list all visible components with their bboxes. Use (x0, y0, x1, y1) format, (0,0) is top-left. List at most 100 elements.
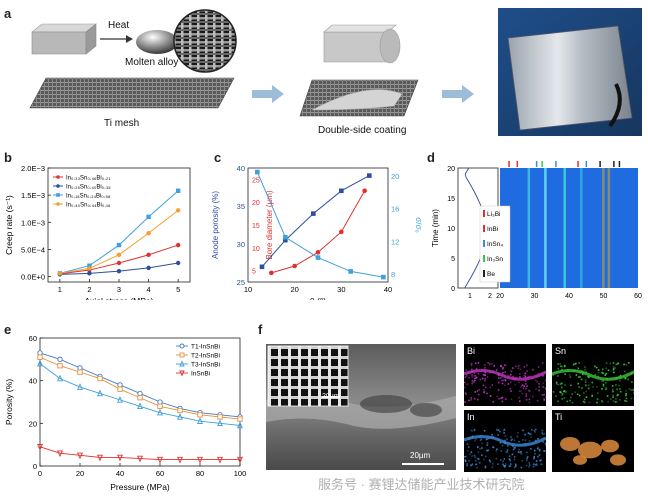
chart-d-legend-swatch (483, 225, 485, 232)
chart-b-xtick-label: 4 (146, 285, 150, 294)
eds-speckle (465, 455, 467, 458)
eds-speckle (561, 394, 563, 396)
eds-speckle (605, 367, 607, 370)
eds-speckle (536, 447, 539, 450)
eds-speckle (532, 463, 535, 465)
eds-speckle (504, 364, 506, 367)
eds-speckle (513, 439, 516, 442)
chart-e-point (237, 456, 243, 464)
eds-speckle (477, 373, 480, 375)
chart-b-point (146, 265, 151, 271)
eds-speckle (555, 381, 558, 384)
eds-speckle (476, 466, 478, 469)
eds-speckle (615, 401, 618, 403)
eds-speckle (510, 390, 512, 392)
eds-speckle (523, 366, 526, 368)
eds-speckle (477, 451, 480, 453)
eds-speckle (484, 465, 487, 467)
chart-b-point (87, 266, 92, 271)
chart-c-point (348, 269, 353, 274)
eds-speckle (517, 431, 519, 434)
eds-speckle (625, 390, 627, 392)
eds-speckle (625, 364, 628, 366)
eds-speckle (568, 374, 571, 376)
eds-speckle (484, 378, 487, 380)
chart-d-xtick-right: 60 (634, 293, 642, 300)
eds-speckle (504, 398, 507, 400)
eds-speckle (585, 390, 587, 393)
eds-speckle (473, 372, 476, 374)
eds-speckle (525, 398, 528, 401)
chart-b-xlabel: Axial stress (MPa) (85, 296, 154, 300)
panel-e-letter: e (4, 322, 12, 337)
eds-speckle (500, 397, 503, 399)
eds-speckle (545, 388, 546, 390)
heat-arrow (100, 35, 133, 43)
chart-e-point (157, 403, 163, 409)
eds-speckle (501, 444, 504, 447)
eds-label-in: In (467, 412, 475, 422)
eds-speckle (471, 379, 474, 382)
chart-c-point (259, 264, 265, 270)
ti-mesh-label: Ti mesh (104, 118, 140, 129)
eds-speckle (583, 401, 586, 404)
eds-speckle (501, 396, 504, 399)
eds-speckle (526, 370, 528, 372)
eds-speckle (522, 429, 524, 432)
panel-d-letter: d (427, 150, 435, 165)
eds-speckle (471, 382, 474, 385)
eds-speckle (501, 368, 504, 370)
chart-b-point (116, 268, 122, 274)
eds-speckle (489, 395, 492, 397)
eds-speckle (566, 400, 569, 403)
eds-speckle (625, 392, 628, 395)
eds-speckle (507, 374, 509, 377)
coated-foil-photo (498, 8, 642, 136)
eds-speckle (533, 456, 536, 458)
eds-speckle (535, 460, 538, 462)
chart-e-legend-marker (179, 352, 185, 358)
eds-speckle (601, 368, 604, 371)
eds-speckle (609, 362, 612, 365)
eds-speckle (591, 381, 594, 384)
eds-map-sn: Sn (552, 344, 634, 406)
eds-map-bi-signal (464, 362, 546, 404)
chart-e-point (97, 454, 103, 462)
chart-b-xtick-label: 1 (58, 285, 62, 294)
chart-b-point (116, 260, 122, 266)
chart-d-ref-tick (555, 161, 557, 167)
chart-d-legend-label: Li₃Bi (487, 211, 501, 218)
eds-speckle (519, 373, 521, 375)
chart-d-legend-label: InSn₄ (487, 241, 503, 248)
eds-speckle (532, 465, 535, 468)
eds-speckle (471, 455, 473, 457)
eds-speckle (479, 448, 481, 450)
eds-speckle (584, 369, 586, 371)
chart-e-point (237, 416, 243, 422)
eds-speckle (543, 393, 545, 396)
eds-speckle (520, 385, 522, 388)
eds-speckle (502, 367, 505, 369)
eds-speckle (617, 362, 620, 365)
eds-speckle (612, 365, 615, 368)
chart-d-heatmap-band (563, 168, 566, 288)
eds-speckle (509, 465, 512, 467)
chart-c-xtick-label: 20 (290, 285, 298, 294)
chart-b-xtick-label: 3 (117, 285, 121, 294)
chart-b-legend-label: In₀.₂₅Sn₀.₄₀Bi₀.₃₅ (66, 185, 111, 191)
eds-ti-blob (573, 455, 587, 465)
eds-speckle (474, 391, 477, 393)
chart-b-legend-label: In₀.₃₃Sn₀.₄₆Bi₀.₂₁ (66, 176, 110, 182)
ti-mesh-plate (29, 77, 235, 109)
eds-speckle (542, 386, 545, 388)
eds-speckle (495, 369, 498, 371)
eds-speckle (464, 459, 467, 461)
chart-e-xtick-label: 40 (116, 469, 124, 478)
watermark: 服务号 · 赛锂达储能产业技术研究院 (318, 477, 525, 492)
eds-speckle (483, 458, 485, 461)
chart-e-legend-label: InSnBi (191, 371, 210, 378)
eds-speckle (508, 375, 511, 377)
eds-speckle (525, 464, 528, 467)
eds-speckle (571, 401, 574, 404)
